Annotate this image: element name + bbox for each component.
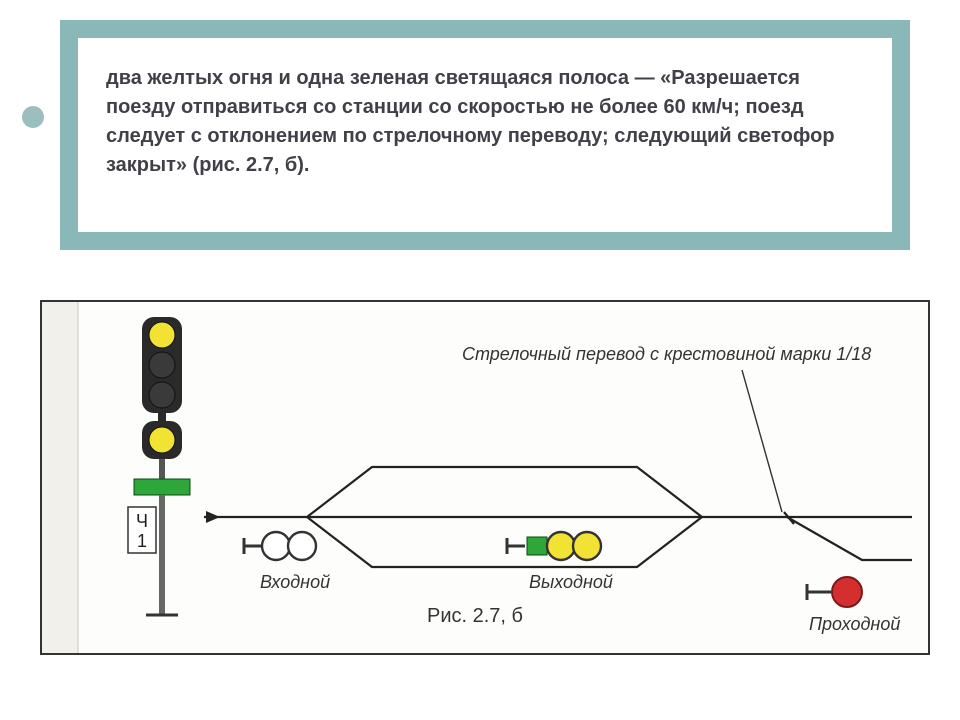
diagram-box: Ч1 Входной Выходной Проходной Стрелочный пер… <box>40 300 930 655</box>
svg-text:Входной: Входной <box>260 572 330 592</box>
description-text: два желтых огня и одна зеленая светящаяс… <box>106 64 864 180</box>
description-panel: два желтых огня и одна зеленая светящаяс… <box>60 20 910 250</box>
slide-bullet <box>22 106 44 128</box>
diagram-svg: Ч1 Входной Выходной Проходной Стрелочный пер… <box>42 302 928 653</box>
svg-text:Проходной: Проходной <box>809 614 900 634</box>
svg-text:1: 1 <box>137 531 147 551</box>
svg-text:Стрелочный перевод с крестовин: Стрелочный перевод с крестовиной марки 1… <box>462 344 871 364</box>
svg-text:Выходной: Выходной <box>529 572 613 592</box>
svg-text:Ч: Ч <box>136 511 148 531</box>
description-inner: два желтых огня и одна зеленая светящаяс… <box>78 38 892 232</box>
svg-text:Рис. 2.7, б: Рис. 2.7, б <box>427 605 523 627</box>
